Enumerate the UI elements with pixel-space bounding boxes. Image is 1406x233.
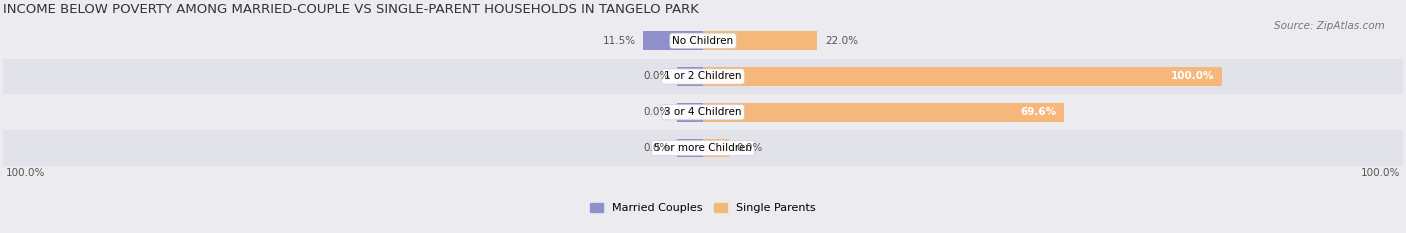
Text: 0.0%: 0.0% xyxy=(643,143,669,153)
Text: INCOME BELOW POVERTY AMONG MARRIED-COUPLE VS SINGLE-PARENT HOUSEHOLDS IN TANGELO: INCOME BELOW POVERTY AMONG MARRIED-COUPL… xyxy=(3,3,699,16)
Text: 100.0%: 100.0% xyxy=(1361,168,1400,178)
Text: 0.0%: 0.0% xyxy=(643,72,669,82)
Text: 100.0%: 100.0% xyxy=(6,168,45,178)
Legend: Married Couples, Single Parents: Married Couples, Single Parents xyxy=(586,199,820,218)
Bar xyxy=(3,23,1403,59)
Text: 22.0%: 22.0% xyxy=(825,36,858,46)
Text: 0.0%: 0.0% xyxy=(737,143,763,153)
Text: 11.5%: 11.5% xyxy=(602,36,636,46)
Text: 0.0%: 0.0% xyxy=(643,107,669,117)
Bar xyxy=(3,130,1403,166)
Text: 69.6%: 69.6% xyxy=(1021,107,1056,117)
Bar xyxy=(703,67,1222,86)
Bar xyxy=(678,67,703,86)
Bar xyxy=(703,31,817,50)
Bar xyxy=(703,139,728,157)
Text: 5 or more Children: 5 or more Children xyxy=(654,143,752,153)
Bar xyxy=(644,31,703,50)
Text: 100.0%: 100.0% xyxy=(1170,72,1213,82)
Bar xyxy=(678,139,703,157)
Bar xyxy=(3,94,1403,130)
Text: 1 or 2 Children: 1 or 2 Children xyxy=(664,72,742,82)
Bar xyxy=(703,103,1064,122)
Bar xyxy=(678,103,703,122)
Bar xyxy=(3,59,1403,94)
Text: Source: ZipAtlas.com: Source: ZipAtlas.com xyxy=(1274,21,1385,31)
Text: 3 or 4 Children: 3 or 4 Children xyxy=(664,107,742,117)
Text: No Children: No Children xyxy=(672,36,734,46)
